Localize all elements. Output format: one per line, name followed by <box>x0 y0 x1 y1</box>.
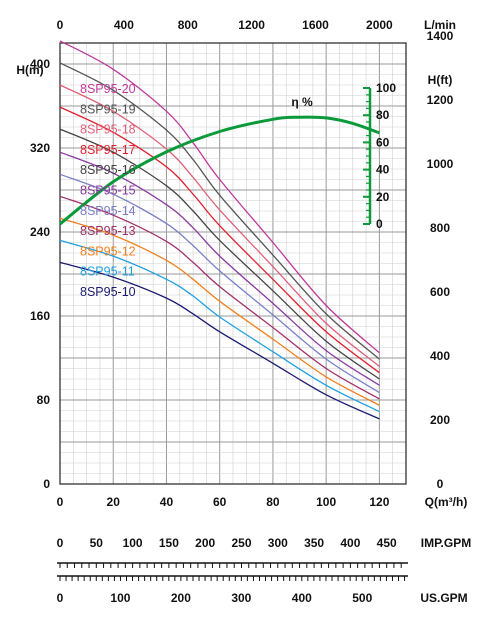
top-tick-label: 0 <box>57 18 64 32</box>
us-gpm-tick-label: 200 <box>171 591 191 605</box>
curve-8sp95-12 <box>59 217 380 406</box>
imp-gpm-tick-label: 100 <box>123 536 143 550</box>
y-tick-label: 80 <box>37 393 51 407</box>
efficiency-tick-label: 20 <box>376 190 390 204</box>
us-gpm-tick-label: 500 <box>352 591 372 605</box>
plot-frame <box>59 42 407 485</box>
x-tick-label: 0 <box>57 495 64 509</box>
y-axis-label: H(m) <box>16 63 43 77</box>
x-tick-label: 20 <box>107 495 121 509</box>
grid <box>59 42 407 485</box>
imp-gpm-tick-label: 300 <box>268 536 288 550</box>
top-tick-label: 400 <box>114 18 134 32</box>
model-labels: 8SP95-20 8SP95-19 8SP95-18 8SP95-17 8SP95-16… <box>80 82 136 299</box>
curve-8sp95-18 <box>59 84 380 367</box>
us-gpm-tick-label: 0 <box>57 591 64 605</box>
model-label-8sp95-20: 8SP95-20 <box>80 82 136 96</box>
right-tick-label: 200 <box>430 413 450 427</box>
curve-8sp95-10 <box>59 261 380 420</box>
right-tick-label: 1400 <box>427 29 454 43</box>
imp-gpm-tick-label: 450 <box>377 536 397 550</box>
model-label-8sp95-18: 8SP95-18 <box>80 123 136 137</box>
right-tick-label: 1000 <box>427 157 454 171</box>
model-label-8sp95-13: 8SP95-13 <box>80 224 136 238</box>
efficiency-tick-label: 80 <box>376 108 390 122</box>
us-gpm-tick-label: 300 <box>231 591 251 605</box>
curve-8sp95-17 <box>59 106 380 374</box>
y-tick-label: 400 <box>30 57 50 71</box>
curve-8sp95-13 <box>59 195 380 400</box>
us-gpm-tick-label: 400 <box>292 591 312 605</box>
efficiency-tick-label: 100 <box>376 81 396 95</box>
us-gpm-tick-label: 100 <box>110 591 130 605</box>
right-axis-label: H(ft) <box>428 73 453 87</box>
efficiency-curve-group: 0 20 40 60 80 100 η % <box>59 81 396 231</box>
y-tick-label: 160 <box>30 309 50 323</box>
efficiency-tick-label: 60 <box>376 135 390 149</box>
x-tick-label: 80 <box>266 495 280 509</box>
efficiency-curve <box>59 115 380 226</box>
x-tick-label: 60 <box>213 495 227 509</box>
curve-8sp95-20 <box>59 40 380 354</box>
imp-gpm-tick-label: 400 <box>340 536 360 550</box>
top-tick-label: 800 <box>178 18 198 32</box>
model-label-8sp95-16: 8SP95-16 <box>80 163 136 177</box>
y-tick-label: 240 <box>30 225 50 239</box>
top-tick-label: 1600 <box>302 18 329 32</box>
model-label-8sp95-14: 8SP95-14 <box>80 204 136 218</box>
x-axis-label: Q(m³/h) <box>425 495 468 509</box>
right-tick-label: 400 <box>430 349 450 363</box>
model-label-8sp95-11: 8SP95-11 <box>80 265 135 279</box>
right-tick-label: 800 <box>430 221 450 235</box>
efficiency-tick-label: 0 <box>376 217 383 231</box>
model-label-8sp95-17: 8SP95-17 <box>80 143 136 157</box>
curve-8sp95-19 <box>59 62 380 360</box>
imp-gpm-tick-label: 200 <box>195 536 215 550</box>
imp-gpm-axis-label: IMP.GPM <box>421 536 471 550</box>
top-axis-label: L/min <box>424 18 456 32</box>
imp-gpm-tick-label: 150 <box>159 536 179 550</box>
curve-8sp95-14 <box>59 173 380 394</box>
x-tick-label: 120 <box>369 495 389 509</box>
right-tick-label: 600 <box>430 285 450 299</box>
imp-gpm-tick-label: 250 <box>231 536 251 550</box>
y-tick-label: 320 <box>30 141 50 155</box>
imp-gpm-tick-label: 350 <box>304 536 324 550</box>
model-label-8sp95-19: 8SP95-19 <box>80 102 136 116</box>
imp-gpm-tick-label: 50 <box>90 536 104 550</box>
us-gpm-axis-label: US.GPM <box>420 591 467 605</box>
top-tick-label: 1200 <box>238 18 265 32</box>
right-tick-label: 1200 <box>427 93 454 107</box>
y-tick-label: 0 <box>43 477 50 491</box>
top-tick-label: 2000 <box>366 18 393 32</box>
axes: 0 20 40 60 80 100 120 Q(m³/h)0 400 800 1200 1600 200… <box>16 18 471 605</box>
efficiency-axis-label: η % <box>291 95 313 109</box>
model-label-8sp95-15: 8SP95-15 <box>80 184 136 198</box>
pump-curves <box>59 40 380 420</box>
efficiency-tick-label: 40 <box>376 163 390 177</box>
curve-8sp95-11 <box>59 239 380 413</box>
right-tick-label: 0 <box>437 477 444 491</box>
x-tick-label: 40 <box>160 495 174 509</box>
curve-8sp95-16 <box>59 128 380 380</box>
imp-gpm-tick-label: 0 <box>57 536 64 550</box>
model-label-8sp95-12: 8SP95-12 <box>80 244 136 258</box>
x-tick-label: 100 <box>316 495 336 509</box>
model-label-8sp95-10: 8SP95-10 <box>80 285 136 299</box>
